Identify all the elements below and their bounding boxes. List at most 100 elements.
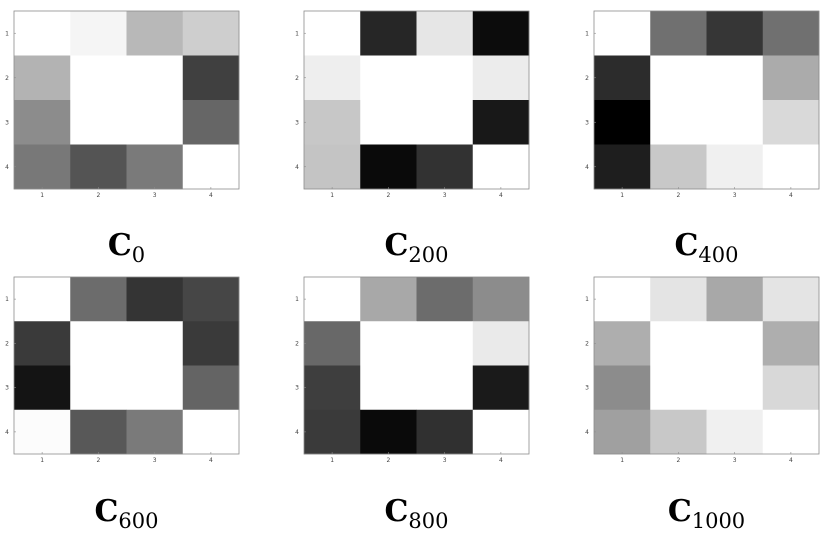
y-tick-label: 3 — [295, 119, 299, 126]
heatmap-cell-r1-c2 — [70, 277, 127, 322]
x-tick-label: 3 — [153, 192, 157, 199]
heatmap-cell-r4-c3 — [126, 144, 184, 190]
heatmap-cell-r4-c4 — [472, 409, 530, 455]
caption-subscript: 0 — [132, 243, 145, 267]
heatmap-cell-r2-c3 — [706, 55, 764, 101]
x-tick-label: 4 — [209, 457, 213, 464]
y-tick-label: 2 — [295, 340, 299, 347]
x-tick-label: 2 — [676, 457, 680, 464]
y-tick-label: 4 — [5, 429, 9, 436]
heatmap-cell-r2-c2 — [70, 321, 127, 366]
heatmap-cell-r3-c2 — [70, 100, 127, 145]
heatmap-caption: C0 — [108, 228, 145, 267]
heatmap-cell-r1-c1 — [594, 11, 651, 56]
y-tick-label: 1 — [585, 30, 589, 37]
heatmap-cell-r1-c4 — [472, 11, 530, 56]
heatmap-cell-r4-c4 — [762, 144, 820, 190]
heatmap-cell-r1-c4 — [182, 11, 240, 56]
heatmap-panel-1: 1 2 3 4 1 2 3 4 C0 — [5, 10, 240, 267]
heatmap-cell-r3-c1 — [304, 100, 361, 145]
heatmap-cell-r4-c2 — [650, 144, 707, 190]
heatmap-cell-r1-c3 — [416, 11, 474, 56]
caption-subscript: 1000 — [692, 509, 745, 533]
x-tick-label: 1 — [620, 457, 624, 464]
x-tick-label: 2 — [386, 192, 390, 199]
heatmap-cell-r4-c1 — [304, 144, 361, 190]
heatmap-cell-r2-c4 — [762, 321, 820, 366]
x-tick-label: 3 — [733, 192, 737, 199]
caption-main: C — [668, 494, 692, 529]
heatmap-cell-r3-c3 — [706, 365, 764, 411]
heatmap-cell-r2-c1 — [594, 55, 651, 101]
heatmap-cell-r4-c3 — [706, 144, 764, 190]
heatmap-cell-r2-c2 — [650, 321, 707, 366]
heatmap-cell-r4-c1 — [14, 409, 71, 455]
y-tick-label: 1 — [295, 30, 299, 37]
heatmap-cell-r4-c1 — [594, 409, 651, 455]
heatmap-cell-r3-c1 — [594, 365, 651, 411]
heatmap-cell-r1-c1 — [14, 11, 71, 56]
heatmap-cell-r1-c3 — [126, 11, 184, 56]
y-tick-label: 2 — [295, 75, 299, 82]
y-tick-label: 3 — [5, 385, 9, 392]
heatmap-cell-r2-c1 — [14, 321, 71, 366]
heatmap-cell-r2-c4 — [762, 55, 820, 101]
y-tick-label: 2 — [5, 75, 9, 82]
heatmap-cell-r1-c2 — [70, 11, 127, 56]
heatmap-cell-r1-c1 — [14, 277, 71, 322]
x-tick-label: 4 — [209, 192, 213, 199]
heatmap-cell-r4-c4 — [182, 144, 240, 190]
heatmap-cell-r2-c1 — [304, 321, 361, 366]
y-tick-label: 2 — [585, 75, 589, 82]
heatmap-cell-r1-c1 — [594, 277, 651, 322]
heatmap-cell-r3-c1 — [14, 100, 71, 145]
y-tick-label: 4 — [295, 164, 299, 171]
heatmap-cell-r1-c3 — [126, 277, 184, 322]
heatmap-cell-r1-c3 — [416, 277, 474, 322]
y-tick-label: 1 — [585, 296, 589, 303]
x-tick-label: 1 — [40, 457, 44, 464]
heatmap-cell-r3-c4 — [472, 365, 530, 411]
heatmap-cell-r1-c1 — [304, 11, 361, 56]
caption-subscript: 800 — [408, 509, 448, 533]
x-tick-label: 3 — [153, 457, 157, 464]
heatmap-cell-r2-c4 — [472, 321, 530, 366]
heatmap-frame — [13, 276, 240, 455]
heatmap-cell-r1-c2 — [650, 277, 707, 322]
heatmap-caption: C200 — [385, 228, 449, 267]
y-tick-label: 2 — [585, 340, 589, 347]
heatmap-cell-r2-c2 — [70, 55, 127, 101]
heatmap-panel-5: 1 2 3 4 1 2 3 4 C800 — [295, 276, 530, 533]
heatmap-cell-r4-c3 — [416, 144, 474, 190]
x-tick-label: 1 — [330, 457, 334, 464]
heatmap-cell-r2-c3 — [126, 55, 184, 101]
x-tick-label: 3 — [443, 457, 447, 464]
x-tick-label: 2 — [676, 192, 680, 199]
heatmap-cell-r1-c2 — [360, 11, 417, 56]
x-tick-label: 1 — [620, 192, 624, 199]
heatmap-cell-r4-c3 — [126, 409, 184, 455]
x-tick-label: 1 — [330, 192, 334, 199]
heatmap-cell-r4-c2 — [70, 409, 127, 455]
heatmap-cell-r3-c1 — [594, 100, 651, 145]
heatmap-cell-r2-c3 — [416, 55, 474, 101]
heatmap-cell-r3-c1 — [14, 365, 71, 411]
caption-main: C — [385, 228, 409, 263]
heatmap-cell-r2-c4 — [182, 321, 240, 366]
heatmap-cell-r2-c3 — [126, 321, 184, 366]
heatmap-cell-r2-c3 — [706, 321, 764, 366]
heatmap-panel-2: 1 2 3 4 1 2 3 4 C200 — [295, 10, 530, 267]
heatmap-cell-r3-c4 — [182, 100, 240, 145]
x-tick-label: 4 — [789, 192, 793, 199]
heatmap-cell-r2-c2 — [360, 55, 417, 101]
heatmap-cell-r1-c3 — [706, 277, 764, 322]
heatmap-cell-r1-c4 — [472, 277, 530, 322]
y-tick-label: 3 — [585, 119, 589, 126]
heatmap-cell-r3-c3 — [126, 100, 184, 145]
heatmap-cell-r3-c2 — [360, 365, 417, 411]
heatmap-cell-r3-c2 — [650, 100, 707, 145]
heatmap-cell-r1-c1 — [304, 277, 361, 322]
heatmap-panel-4: 1 2 3 4 1 2 3 4 C600 — [5, 276, 240, 533]
heatmap-frame — [13, 10, 240, 190]
